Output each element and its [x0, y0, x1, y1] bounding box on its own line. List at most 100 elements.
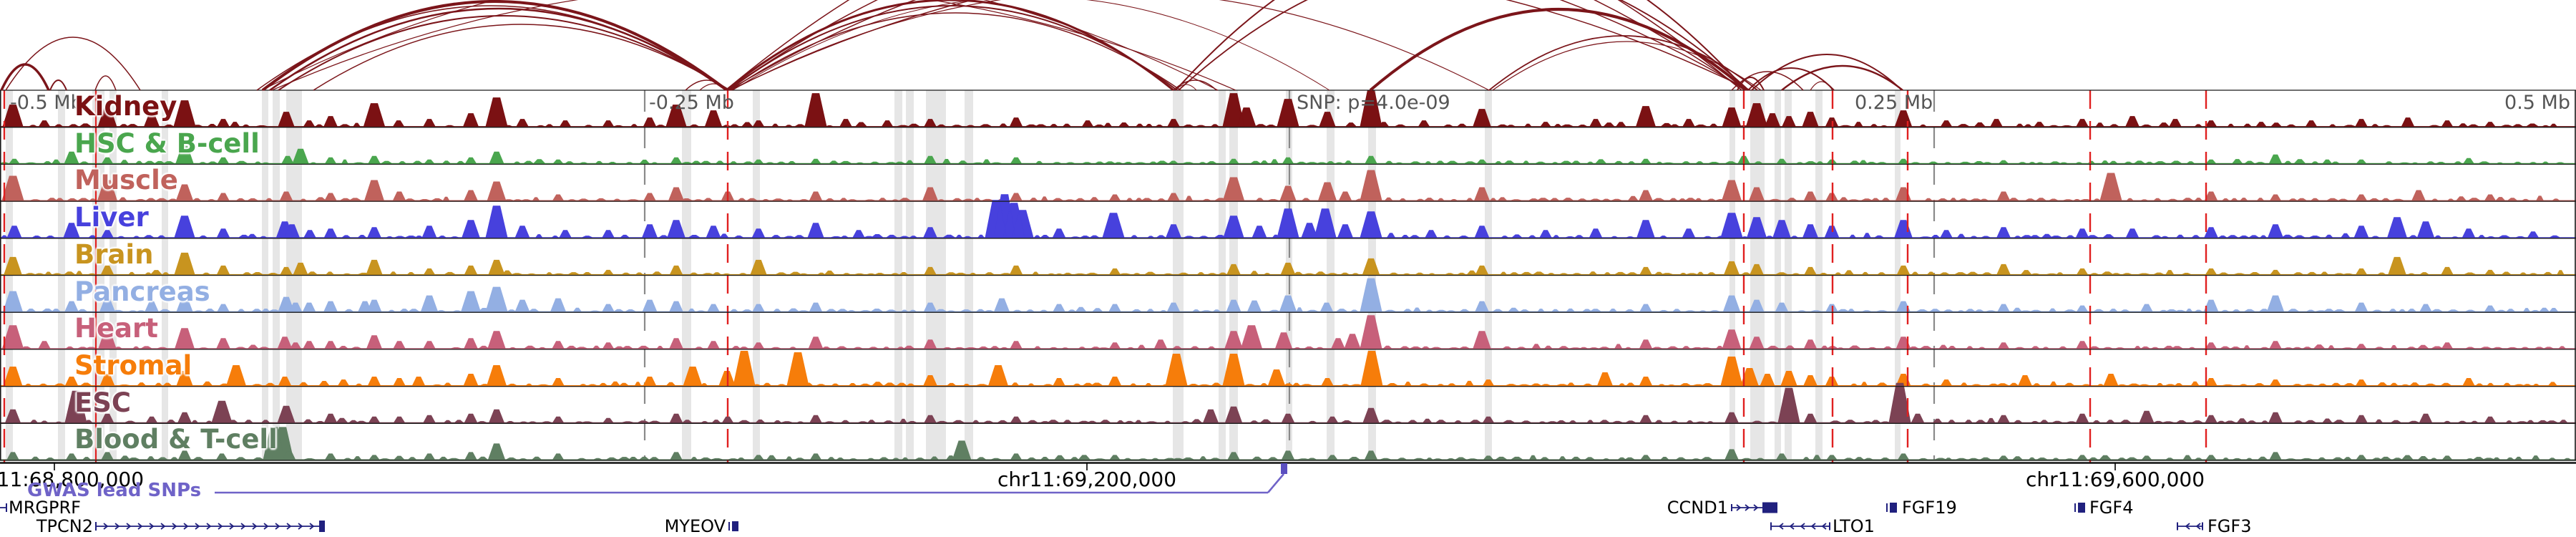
- interaction-arc: [94, 75, 117, 91]
- interaction-arcs: [0, 0, 1903, 91]
- signal-liver: [0, 194, 2576, 239]
- gene-strand-arrow-right: [218, 523, 223, 530]
- gwas-lead-snp-marker: [1281, 463, 1287, 474]
- coordinate-label-1: chr11:69,200,000: [997, 468, 1177, 491]
- gwas-line-kink: [1267, 473, 1284, 493]
- track-label-pancreas: Pancreas: [74, 276, 210, 307]
- gene-strand-arrow-left: [1821, 523, 1827, 530]
- interaction-arc: [261, 0, 728, 91]
- signal-brain: [0, 252, 2576, 276]
- interaction-arc: [1488, 35, 1758, 91]
- gene-label-lto1: LTO1: [1833, 516, 1875, 536]
- gene-label-fgf3: FGF3: [2207, 516, 2252, 536]
- signal-hsc-b-cell: [0, 145, 2576, 165]
- interaction-arc: [49, 79, 67, 91]
- gene-strand-arrow-right: [183, 523, 189, 530]
- gene-strand-arrow-right: [126, 523, 132, 530]
- track-label-blood-t-cell: Blood & T-cell: [74, 424, 278, 455]
- track-label-kidney: Kidney: [74, 91, 177, 122]
- gene-strand-arrow-left: [2185, 523, 2190, 530]
- ruler-label-0: -0.5 Mb: [10, 92, 83, 114]
- gene-strand-arrow-right: [298, 523, 303, 530]
- gene-exon-box: [319, 521, 325, 532]
- gene-strand-arrow-right: [206, 523, 212, 530]
- signal-pancreas: [0, 278, 2576, 313]
- signal-blood-t-cell: [0, 427, 2576, 461]
- interaction-arc: [1175, 84, 1197, 91]
- gene-strand-arrow-right: [172, 523, 177, 530]
- gene-strand-arrow-right: [263, 523, 269, 530]
- coordinate-label-0: chr11:68,800,000: [0, 468, 145, 491]
- interaction-arc: [699, 83, 728, 91]
- gene-strand-arrow-right: [275, 523, 280, 530]
- interaction-arc: [1737, 77, 1765, 91]
- interaction-arc: [5, 37, 141, 91]
- gene-label-mrgprf: MRGPRF: [9, 498, 81, 518]
- gene-exon-box: [2078, 503, 2085, 513]
- gene-label-tpcn2: TPCN2: [36, 516, 93, 536]
- gene-label-ccnd1: CCND1: [1667, 498, 1728, 518]
- interaction-arc: [1747, 67, 1835, 91]
- gene-strand-arrow-right: [1745, 504, 1750, 511]
- gene-strand-arrow-right: [1736, 504, 1742, 511]
- gene-strand-arrow-right: [149, 523, 155, 530]
- signal-heart: [0, 315, 2576, 350]
- interaction-arc: [728, 5, 1178, 91]
- track-label-stromal: Stromal: [74, 349, 192, 381]
- ruler-label-3: 0.25 Mb: [1855, 92, 1933, 114]
- ruler-label-4: 0.5 Mb: [2504, 92, 2570, 114]
- interaction-arc: [1810, 81, 1833, 91]
- gene-label-fgf4: FGF4: [2089, 498, 2134, 518]
- gene-strand-arrow-right: [195, 523, 200, 530]
- interaction-arc: [1173, 79, 1217, 91]
- interaction-arc: [271, 0, 1236, 91]
- interaction-arc: [732, 0, 1330, 91]
- interaction-arc: [278, 15, 729, 91]
- interaction-arc: [1731, 71, 1804, 91]
- interaction-arc: [1751, 54, 1903, 91]
- signal-esc: [0, 382, 2576, 424]
- ruler-label-1: -0.25 Mb: [649, 92, 734, 114]
- gene-strand-arrow-right: [286, 523, 292, 530]
- gene-strand-arrow-right: [229, 523, 235, 530]
- gene-strand-arrow-right: [160, 523, 166, 530]
- gene-strand-arrow-left: [1800, 523, 1805, 530]
- gene-label-myeov: MYEOV: [664, 516, 726, 536]
- track-label-liver: Liver: [74, 202, 149, 233]
- interaction-arc: [1178, 0, 1750, 91]
- gene-strand-arrow-left: [1789, 523, 1795, 530]
- gene-strand-arrow-right: [114, 523, 120, 530]
- gene-strand-arrow-right: [252, 523, 258, 530]
- gene-exon-box: [732, 521, 738, 531]
- track-label-hsc-b-cell: HSC & B-cell: [74, 127, 260, 159]
- gene-strand-arrow-right: [137, 523, 143, 530]
- interaction-arc: [731, 0, 1490, 91]
- gene-strand-arrow-left: [2195, 523, 2201, 530]
- gene-strand-arrow-right: [240, 523, 246, 530]
- gene-strand-arrow-left: [1778, 523, 1784, 530]
- signal-stromal: [0, 351, 2576, 387]
- interaction-arc: [1781, 64, 1903, 91]
- track-label-heart: Heart: [74, 313, 158, 344]
- gene-strand-arrow-right: [309, 523, 315, 530]
- coordinate-label-2: chr11:69,600,000: [2025, 468, 2205, 491]
- gene-strand-arrow-left: [1810, 523, 1816, 530]
- track-label-esc: ESC: [74, 387, 132, 418]
- gene-strand-arrow-right: [103, 523, 109, 530]
- gene-exon-box: [1890, 503, 1897, 513]
- ruler-label-2: SNP: p=4.0e-09: [1297, 92, 1450, 114]
- gene-strand-arrow-right: [1753, 504, 1759, 511]
- track-label-muscle: Muscle: [74, 165, 178, 196]
- signal-kidney: [0, 90, 2576, 128]
- track-label-brain: Brain: [74, 238, 154, 270]
- gwas-lead-snps-label: GWAS lead SNPs: [27, 480, 202, 501]
- interaction-arc: [726, 0, 1174, 91]
- interaction-arc: [313, 24, 731, 91]
- interaction-arc: [1175, 0, 1747, 91]
- gene-exon-box: [1762, 502, 1777, 513]
- interaction-arc: [1492, 41, 1762, 91]
- signal-muscle: [0, 170, 2576, 202]
- gene-label-fgf19: FGF19: [1902, 498, 1957, 518]
